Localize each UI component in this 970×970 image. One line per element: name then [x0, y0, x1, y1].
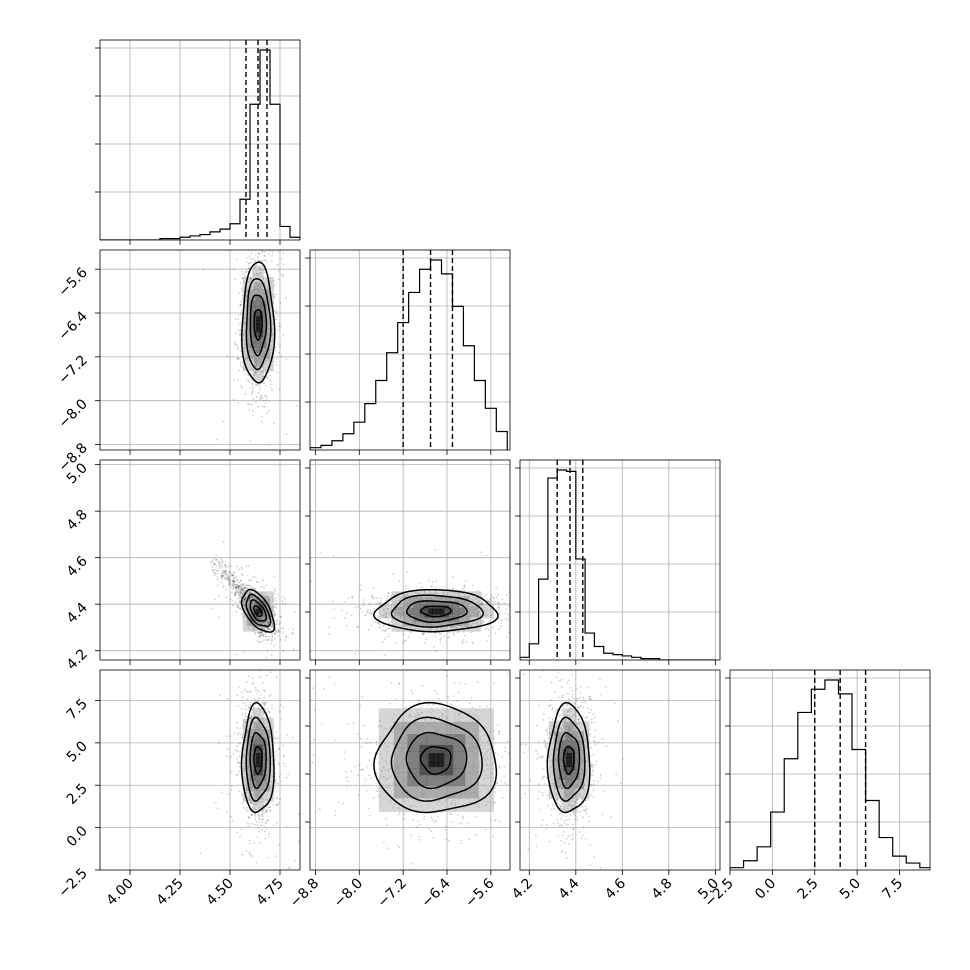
- y-tick-label: 7.5: [64, 696, 91, 723]
- y-tick-label: 4.6: [64, 553, 91, 580]
- scatter-panel-2-1: [305, 459, 511, 665]
- y-tick-label: 4.8: [64, 507, 91, 534]
- x-tick-label: 4.50: [203, 876, 236, 909]
- x-tick-label: 7.5: [879, 876, 906, 903]
- y-tick-label: −7.2: [55, 352, 90, 387]
- x-tick-label: 4.2: [509, 876, 536, 903]
- histogram-panel-2: [515, 459, 721, 665]
- x-tick-label: 4.4: [556, 875, 583, 902]
- histogram-panel-1: [305, 249, 511, 455]
- scatter-panel-2-0: 4.24.44.64.85.0: [64, 459, 301, 673]
- x-tick-label: 4.8: [649, 876, 676, 903]
- x-tick-label: −8.0: [331, 876, 366, 911]
- x-tick-label: 4.75: [253, 876, 286, 909]
- y-tick-label: −2.5: [55, 866, 90, 901]
- y-tick-label: 0.0: [64, 823, 91, 850]
- y-tick-label: 5.0: [64, 738, 91, 765]
- x-tick-label: −8.8: [287, 876, 322, 911]
- scatter-panel-1-0: −8.8−8.0−7.2−6.4−5.6: [55, 249, 301, 475]
- density-contours: [373, 701, 498, 814]
- histogram-panel-3: −2.5 0.0 2.5 5.0 7.5: [701, 669, 931, 911]
- y-tick-label: −5.6: [55, 265, 90, 300]
- density-contours: [373, 588, 499, 633]
- y-tick-label: 4.2: [64, 646, 91, 673]
- density-shading: [378, 591, 494, 632]
- density-contours: [240, 588, 276, 633]
- density-contours: [240, 701, 275, 814]
- x-tick-label: −6.4: [418, 875, 453, 910]
- density-shading: [378, 708, 494, 812]
- density-contours: [546, 701, 591, 814]
- histogram-panel-0: [95, 39, 301, 245]
- x-tick-label: −5.6: [462, 875, 497, 910]
- x-tick-label: 4.25: [153, 876, 186, 909]
- y-tick-label: 4.4: [64, 600, 91, 627]
- y-tick-label: −8.0: [55, 396, 90, 431]
- x-tick-label: 0.0: [752, 876, 779, 903]
- x-tick-label: 4.00: [103, 876, 136, 909]
- y-tick-label: 2.5: [64, 781, 91, 808]
- histogram-step: [310, 259, 508, 450]
- histogram-step: [100, 49, 300, 240]
- x-tick-label: 2.5: [795, 876, 822, 903]
- x-tick-label: 5.0: [837, 876, 864, 903]
- scatter-panel-3-2: 4.2 4.4 4.6 4.8 5.0: [509, 669, 722, 903]
- x-tick-label: 4.6: [602, 875, 629, 902]
- y-tick-label: −6.4: [55, 308, 90, 343]
- x-tick-label: −7.2: [375, 876, 410, 911]
- histogram-step: [730, 679, 930, 870]
- density-contours: [241, 261, 276, 384]
- histogram-step: [520, 469, 716, 660]
